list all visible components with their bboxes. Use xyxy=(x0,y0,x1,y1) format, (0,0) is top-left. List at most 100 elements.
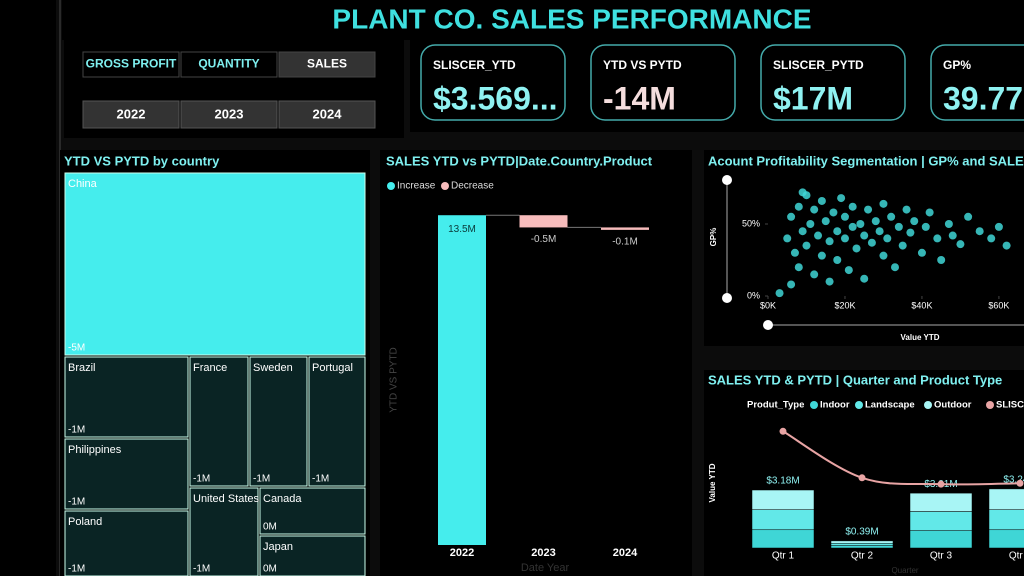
year-button-label[interactable]: 2024 xyxy=(313,106,343,121)
measure-button-label[interactable]: GROSS PROFIT xyxy=(86,57,177,71)
chart-title: SALES YTD & PYTD | Quarter and Product T… xyxy=(708,372,1002,387)
stacked-bar xyxy=(751,509,815,531)
legend-label: Increase xyxy=(397,181,436,192)
year-button-label[interactable]: 2023 xyxy=(215,106,244,121)
scatter-point xyxy=(891,263,899,272)
x-tick-label: Qtr 3 xyxy=(930,551,953,562)
legend-swatch xyxy=(387,182,395,190)
tile-label: Portugal xyxy=(312,362,353,374)
legend-swatch xyxy=(810,401,818,409)
chart-title: Acount Profitability Segmentation | GP% … xyxy=(708,153,1024,168)
x-tick-label: $40K xyxy=(911,300,932,310)
stacked-bar xyxy=(988,488,1024,510)
kpi-label: SLISCER_YTD xyxy=(433,58,516,72)
year-button-label[interactable]: 2022 xyxy=(117,106,146,121)
waterfall-panel xyxy=(380,150,692,576)
treemap-tile xyxy=(249,356,308,487)
scatter-point xyxy=(798,227,807,236)
kpi-card xyxy=(590,44,736,121)
slider-handle[interactable] xyxy=(722,293,732,303)
scatter-point xyxy=(894,222,903,231)
line-point xyxy=(858,474,866,482)
kpi-label: SLISCER_PYTD xyxy=(773,58,864,72)
scatter-point xyxy=(910,217,919,226)
measure-button-label[interactable]: SALES xyxy=(307,57,347,71)
kpi-value: $17M xyxy=(773,80,853,116)
year-button[interactable] xyxy=(82,100,180,129)
scatter-point xyxy=(790,248,799,257)
measure-button[interactable] xyxy=(180,51,278,78)
tile-value: -1M xyxy=(68,497,85,508)
scatter-point xyxy=(787,212,796,221)
scatter-point xyxy=(821,217,830,226)
stacked-bar xyxy=(988,529,1024,549)
stacked-bar xyxy=(909,530,973,549)
stacked-bar xyxy=(830,540,894,544)
tile-label: Sweden xyxy=(253,362,293,374)
scatter-point xyxy=(898,241,907,250)
scatter-point xyxy=(921,222,930,231)
stacked-bar xyxy=(830,545,894,549)
slider-handle[interactable] xyxy=(722,175,732,185)
scatter-point xyxy=(902,205,911,214)
treemap-tile xyxy=(64,438,189,510)
scatter-point xyxy=(944,220,953,228)
x-tick-label: 2023 xyxy=(531,547,555,559)
scatter-point xyxy=(794,263,803,272)
y-axis-label: YTD VS PYTD xyxy=(389,347,400,413)
scatter-point xyxy=(856,220,865,228)
scatter-point xyxy=(840,212,849,221)
legend-swatch xyxy=(441,182,449,190)
x-tick-label: Qtr 1 xyxy=(772,551,795,562)
year-button[interactable] xyxy=(180,100,278,129)
line-point xyxy=(937,480,945,488)
tile-value: -1M xyxy=(253,474,270,485)
legend-swatch xyxy=(924,401,932,409)
scatter-point xyxy=(833,227,842,236)
tile-value: -5M xyxy=(68,343,85,354)
measure-button[interactable] xyxy=(278,51,376,78)
scatter-point xyxy=(879,251,888,260)
chart-title: SALES YTD vs PYTD|Date.Country.Product xyxy=(386,153,653,168)
x-tick-label: 2024 xyxy=(613,547,638,559)
scatter-point xyxy=(956,240,965,249)
kpi-value: 39.77 xyxy=(943,80,1023,116)
tile-label: China xyxy=(68,178,98,190)
scatter-point xyxy=(975,227,984,236)
tile-label: Philippines xyxy=(68,444,122,456)
slider-handle[interactable] xyxy=(763,320,773,330)
stacked-bar xyxy=(751,529,815,549)
scatter-point xyxy=(925,208,934,217)
scatter-point xyxy=(1002,241,1011,250)
title-bar xyxy=(62,0,1024,40)
treemap-tile xyxy=(64,510,189,576)
scatter-point xyxy=(794,202,803,211)
scatter-point xyxy=(810,205,819,214)
measure-button-label[interactable]: QUANTITY xyxy=(198,57,259,71)
x-tick-label: Qtr 2 xyxy=(851,551,874,562)
scatter-point xyxy=(994,222,1003,231)
treemap-tile xyxy=(64,172,366,356)
year-button[interactable] xyxy=(278,100,376,129)
waterfall-bar xyxy=(438,215,486,545)
x-tick-label: $60K xyxy=(988,300,1009,310)
y-axis-label: Value YTD xyxy=(708,463,717,502)
total-label: $3.24M xyxy=(1003,475,1024,486)
measure-button[interactable] xyxy=(82,51,180,78)
scatter-point xyxy=(817,196,826,205)
scatter-point xyxy=(948,231,957,240)
scatter-point xyxy=(833,256,842,264)
line-point xyxy=(779,427,787,435)
scatter-point xyxy=(864,205,873,214)
line-series xyxy=(782,430,1021,486)
scatter-point xyxy=(860,274,869,283)
kpi-label: GP% xyxy=(943,58,971,72)
scatter-point xyxy=(871,217,880,226)
total-label: $3.18M xyxy=(766,476,799,487)
scatter-point xyxy=(840,234,849,243)
stacked-bar xyxy=(988,509,1024,531)
legend-label: Decrease xyxy=(451,181,494,192)
x-tick-label: 2022 xyxy=(450,547,474,559)
scatter-point xyxy=(887,212,896,221)
